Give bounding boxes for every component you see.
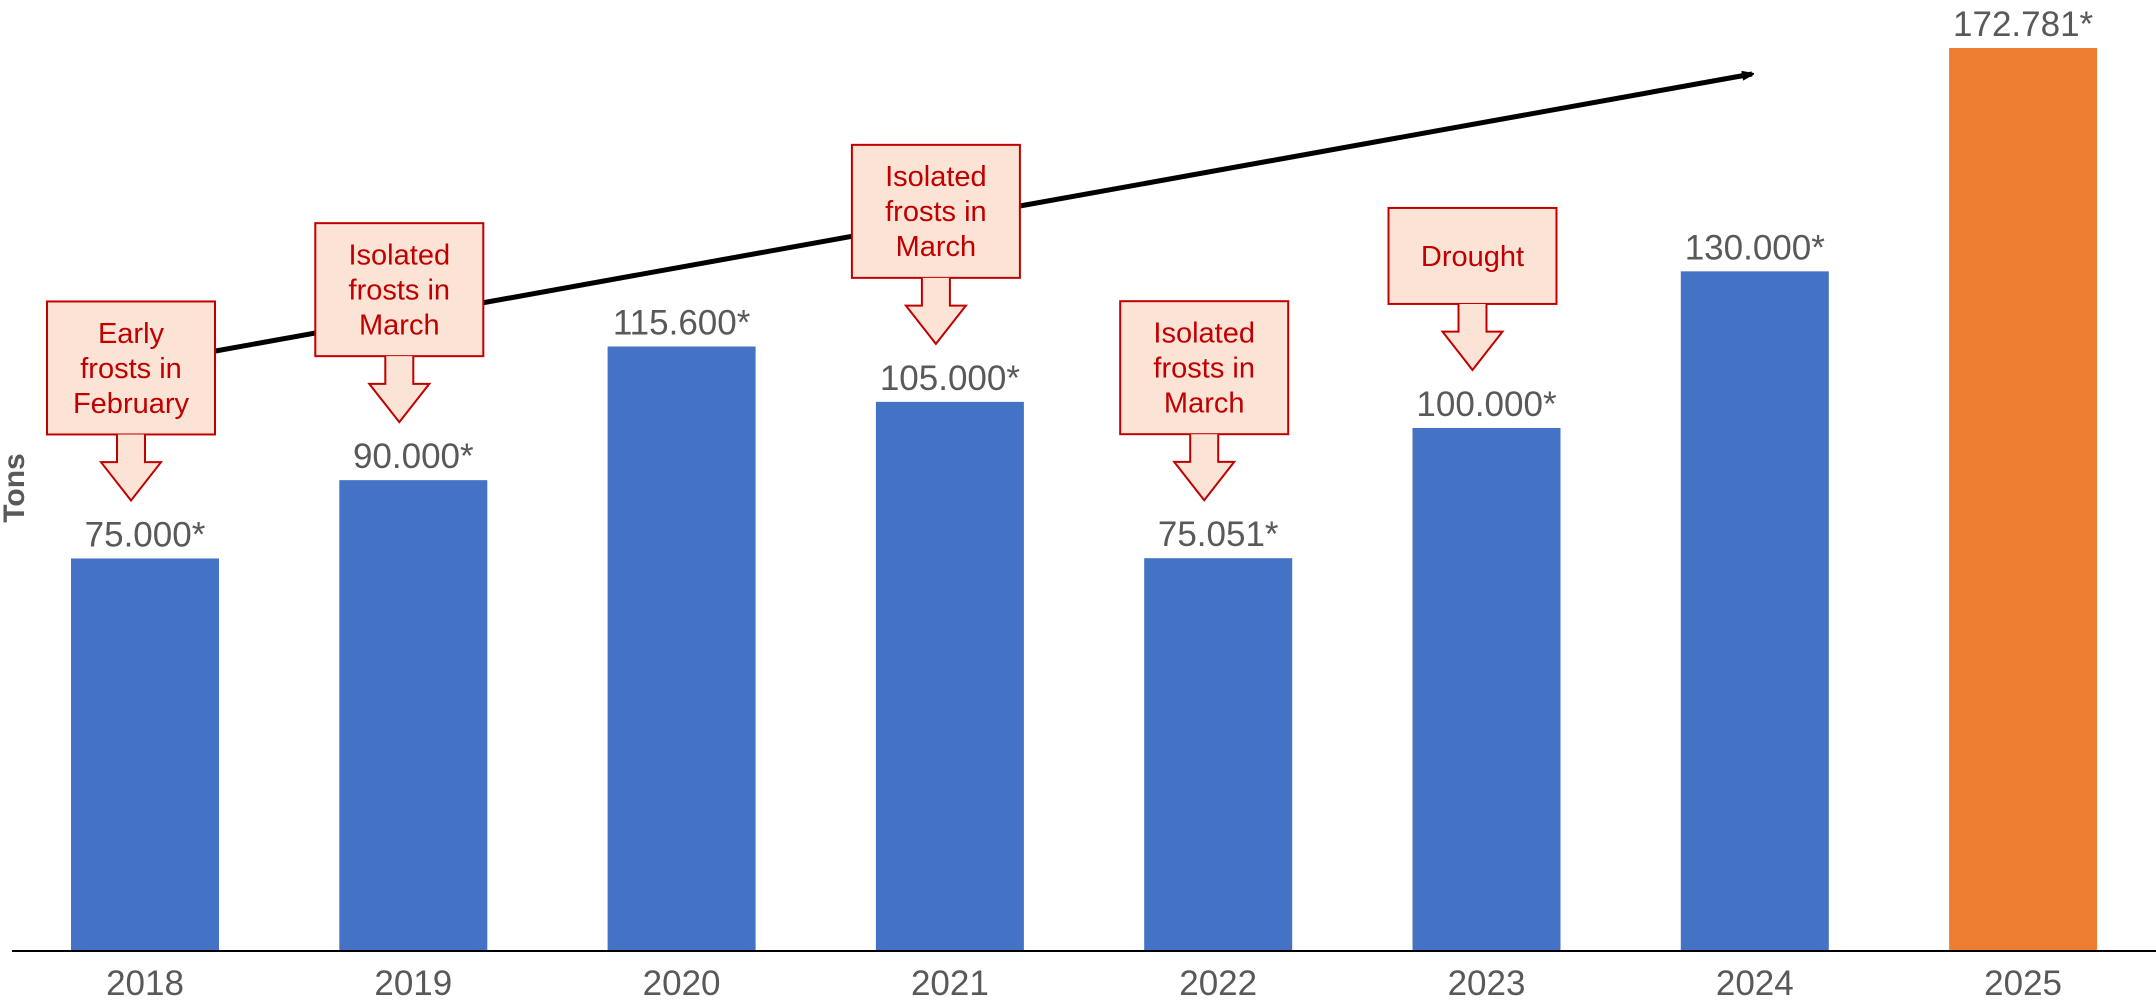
data-label-2020: 115.600* <box>613 304 751 343</box>
callout-box <box>1387 206 1558 305</box>
data-label-2021: 105.000* <box>880 359 1021 398</box>
callout-text: Early <box>98 318 165 350</box>
bar-2018 <box>71 558 219 950</box>
callout-box <box>314 222 485 358</box>
data-label-2024: 130.000* <box>1685 228 1826 267</box>
callout-text: Isolated <box>349 239 451 271</box>
callout-text: March <box>1164 387 1245 419</box>
callout-down-arrow-icon <box>903 277 968 346</box>
bar-2022 <box>1144 558 1293 950</box>
callout-down-arrow-icon <box>1440 303 1505 372</box>
data-label-2025: 172.781* <box>1953 5 2094 44</box>
x-tick-label-2021: 2021 <box>911 964 989 1002</box>
x-tick-label-2018: 2018 <box>106 964 184 1002</box>
callout-text: Isolated <box>885 161 987 193</box>
callout-text: frosts in <box>885 196 987 228</box>
callout-text: frosts in <box>1153 352 1255 384</box>
x-tick-labels-group: 2018 2019 2020 2021 2022 2023 2024 2025 <box>106 964 2062 1002</box>
bar-2019 <box>339 480 488 950</box>
callout-text: March <box>896 231 977 263</box>
data-label-2022: 75.051* <box>1158 515 1279 554</box>
callout-box <box>1119 300 1290 436</box>
x-tick-label-2023: 2023 <box>1448 964 1526 1002</box>
bars-group <box>71 48 2098 951</box>
x-tick-label-2024: 2024 <box>1716 964 1794 1002</box>
callout-text: Drought <box>1421 241 1524 273</box>
bar-2025 <box>1949 48 2098 950</box>
x-tick-label-2025: 2025 <box>1984 964 2062 1002</box>
data-label-2018: 75.000* <box>85 515 206 554</box>
callout-down-arrow-icon <box>98 434 164 503</box>
data-label-2023: 100.000* <box>1416 385 1557 424</box>
bar-2021 <box>875 401 1024 950</box>
callout-2023: Drought <box>1387 206 1558 372</box>
x-tick-label-2019: 2019 <box>374 964 452 1002</box>
x-tick-label-2020: 2020 <box>643 964 721 1002</box>
callout-down-arrow-icon <box>367 356 432 424</box>
bar-2020 <box>607 346 756 951</box>
callout-text: Isolated <box>1153 317 1255 349</box>
y-axis-label: Tons <box>0 453 31 522</box>
callout-text: frosts in <box>349 274 451 306</box>
callout-text: frosts in <box>80 353 182 385</box>
data-label-2019: 90.000* <box>353 437 474 476</box>
callout-text: February <box>73 388 190 420</box>
bar-2023 <box>1412 427 1561 950</box>
callout-text: March <box>359 309 440 341</box>
callout-down-arrow-icon <box>1172 434 1237 502</box>
bar-2024 <box>1680 271 1829 950</box>
bar-labels-group: 75.000* 90.000* 115.600* 105.000* 75.051* 100… <box>85 5 2094 554</box>
x-tick-label-2022: 2022 <box>1179 964 1257 1002</box>
